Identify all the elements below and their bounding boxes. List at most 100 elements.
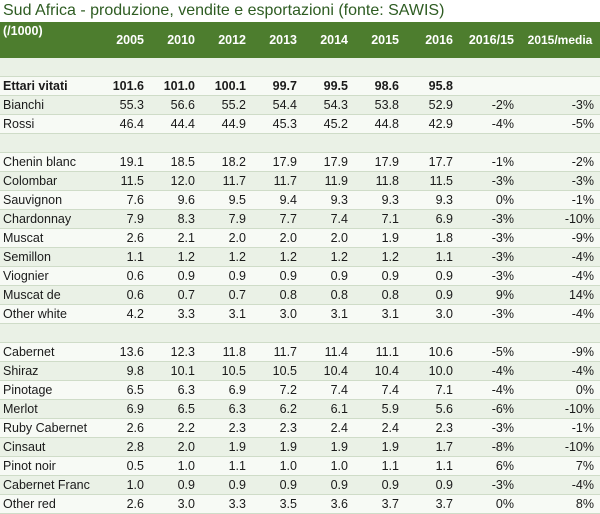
table-row: Pinotage 6.5 6.3 6.9 7.2 7.4 7.4 7.1 -4% 0% xyxy=(0,380,600,400)
table-cell: 18.5 xyxy=(150,152,201,172)
table-cell: 54.3 xyxy=(303,95,354,115)
table-cell: 0.9 xyxy=(150,266,201,286)
table-row: Shiraz 9.8 10.1 10.5 10.5 10.4 10.4 10.0 -4% -4% xyxy=(0,361,600,381)
table-cell: 2.0 xyxy=(303,228,354,248)
table-cell: 9.4 xyxy=(252,190,303,210)
table-cell: 1.2 xyxy=(354,247,405,267)
table-cell: 2.1 xyxy=(150,228,201,248)
table-cell: 2.3 xyxy=(252,418,303,438)
table-cell: 11.7 xyxy=(201,171,252,191)
table-cell: 2.2 xyxy=(150,418,201,438)
table-cell: 11.7 xyxy=(252,171,303,191)
row-label: Chenin blanc xyxy=(0,152,97,172)
table-cell: 0.9 xyxy=(150,475,201,495)
table-cell: 3.1 xyxy=(201,304,252,324)
table-cell: 7.1 xyxy=(354,209,405,229)
table-row: Viognier 0.6 0.9 0.9 0.9 0.9 0.9 0.9 -3% -4% xyxy=(0,266,600,286)
table-row: Pinot noir 0.5 1.0 1.1 1.0 1.0 1.1 1.1 6% 7% xyxy=(0,456,600,476)
table-cell: -4% xyxy=(520,475,600,495)
table-cell: 3.3 xyxy=(201,494,252,514)
row-label: Bianchi xyxy=(0,95,97,115)
table-cell: 99.7 xyxy=(252,76,303,96)
column-header: 2015 xyxy=(354,22,405,58)
table-row: Colombar 11.5 12.0 11.7 11.7 11.9 11.8 11.5 -3% -… xyxy=(0,171,600,191)
table-cell: -3% xyxy=(459,475,520,495)
table-cell: 11.1 xyxy=(354,342,405,362)
table-header-row: (/1000) 2005 2010 2012 2013 2014 2015 20… xyxy=(0,22,600,58)
table-cell: 0.9 xyxy=(405,285,459,305)
table-cell: 95.8 xyxy=(405,76,459,96)
row-label: Cabernet xyxy=(0,342,97,362)
table-cell: 0.5 xyxy=(97,456,150,476)
table-cell: -2% xyxy=(459,95,520,115)
table-cell: 0.9 xyxy=(405,266,459,286)
column-header: 2015/media xyxy=(520,22,600,58)
table-cell: 1.1 xyxy=(405,247,459,267)
table-cell: 1.2 xyxy=(252,247,303,267)
page-title: Sud Africa - produzione, vendite e espor… xyxy=(0,0,600,22)
table-cell: 1.0 xyxy=(97,475,150,495)
table-cell: 3.0 xyxy=(405,304,459,324)
table-cell: 10.4 xyxy=(303,361,354,381)
row-label: Cinsaut xyxy=(0,437,97,457)
table-cell: -3% xyxy=(459,247,520,267)
table-row: Muscat 2.6 2.1 2.0 2.0 2.0 1.9 1.8 -3% -9% xyxy=(0,228,600,248)
row-label: Other white xyxy=(0,304,97,324)
table-cell: -4% xyxy=(520,304,600,324)
table-cell: -9% xyxy=(520,342,600,362)
table-cell: 3.3 xyxy=(150,304,201,324)
column-header: 2012 xyxy=(201,22,252,58)
data-table: (/1000) 2005 2010 2012 2013 2014 2015 20… xyxy=(0,22,600,514)
table-cell: 2.4 xyxy=(354,418,405,438)
table-cell: 17.9 xyxy=(252,152,303,172)
table-cell: 100.1 xyxy=(201,76,252,96)
table-cell: 0.7 xyxy=(201,285,252,305)
table-cell: 44.9 xyxy=(201,114,252,134)
column-header: 2016/15 xyxy=(459,22,520,58)
table-cell: 2.0 xyxy=(150,437,201,457)
table-cell: 1.0 xyxy=(252,456,303,476)
table-cell: 0.8 xyxy=(303,285,354,305)
table-cell: 1.0 xyxy=(303,456,354,476)
table-cell: 2.4 xyxy=(303,418,354,438)
row-label: Other red xyxy=(0,494,97,514)
table-cell: 1.1 xyxy=(405,456,459,476)
table-cell: 54.4 xyxy=(252,95,303,115)
table-cell: -3% xyxy=(459,228,520,248)
table-row: Bianchi 55.3 56.6 55.2 54.4 54.3 53.8 52.9 -2% -3… xyxy=(0,95,600,115)
table-cell: -3% xyxy=(520,95,600,115)
table-cell: 6.9 xyxy=(201,380,252,400)
row-label: Muscat xyxy=(0,228,97,248)
table-cell: 0% xyxy=(459,190,520,210)
table-cell: 5.6 xyxy=(405,399,459,419)
table-cell: -4% xyxy=(459,380,520,400)
table-cell: 6.9 xyxy=(405,209,459,229)
table-cell: -10% xyxy=(520,437,600,457)
table-cell: 12.3 xyxy=(150,342,201,362)
spacer-row xyxy=(0,133,600,153)
table-cell: 1.2 xyxy=(303,247,354,267)
table-cell: 45.3 xyxy=(252,114,303,134)
table-cell: 12.0 xyxy=(150,171,201,191)
table-cell xyxy=(520,76,600,96)
table-cell: 7.6 xyxy=(97,190,150,210)
table-cell: 55.3 xyxy=(97,95,150,115)
table-cell: 0.8 xyxy=(354,285,405,305)
unit-label: (/1000) xyxy=(0,22,97,58)
table-cell: 11.5 xyxy=(405,171,459,191)
table-cell: -3% xyxy=(459,171,520,191)
column-header: 2016 xyxy=(405,22,459,58)
table-cell: 2.0 xyxy=(201,228,252,248)
table-cell: 14% xyxy=(520,285,600,305)
table-cell: 17.7 xyxy=(405,152,459,172)
table-row: Ruby Cabernet 2.6 2.2 2.3 2.3 2.4 2.4 2.3 -3% -1% xyxy=(0,418,600,438)
row-label: Ettari vitati xyxy=(0,76,97,96)
table-cell: 6.1 xyxy=(303,399,354,419)
table-cell: 7% xyxy=(520,456,600,476)
table-cell: 1.9 xyxy=(252,437,303,457)
table-cell: 17.9 xyxy=(303,152,354,172)
table-row: Sauvignon 7.6 9.6 9.5 9.4 9.3 9.3 9.3 0% -1% xyxy=(0,190,600,210)
table-cell: 0.9 xyxy=(201,475,252,495)
table-cell xyxy=(459,76,520,96)
table-cell: 6.3 xyxy=(201,399,252,419)
